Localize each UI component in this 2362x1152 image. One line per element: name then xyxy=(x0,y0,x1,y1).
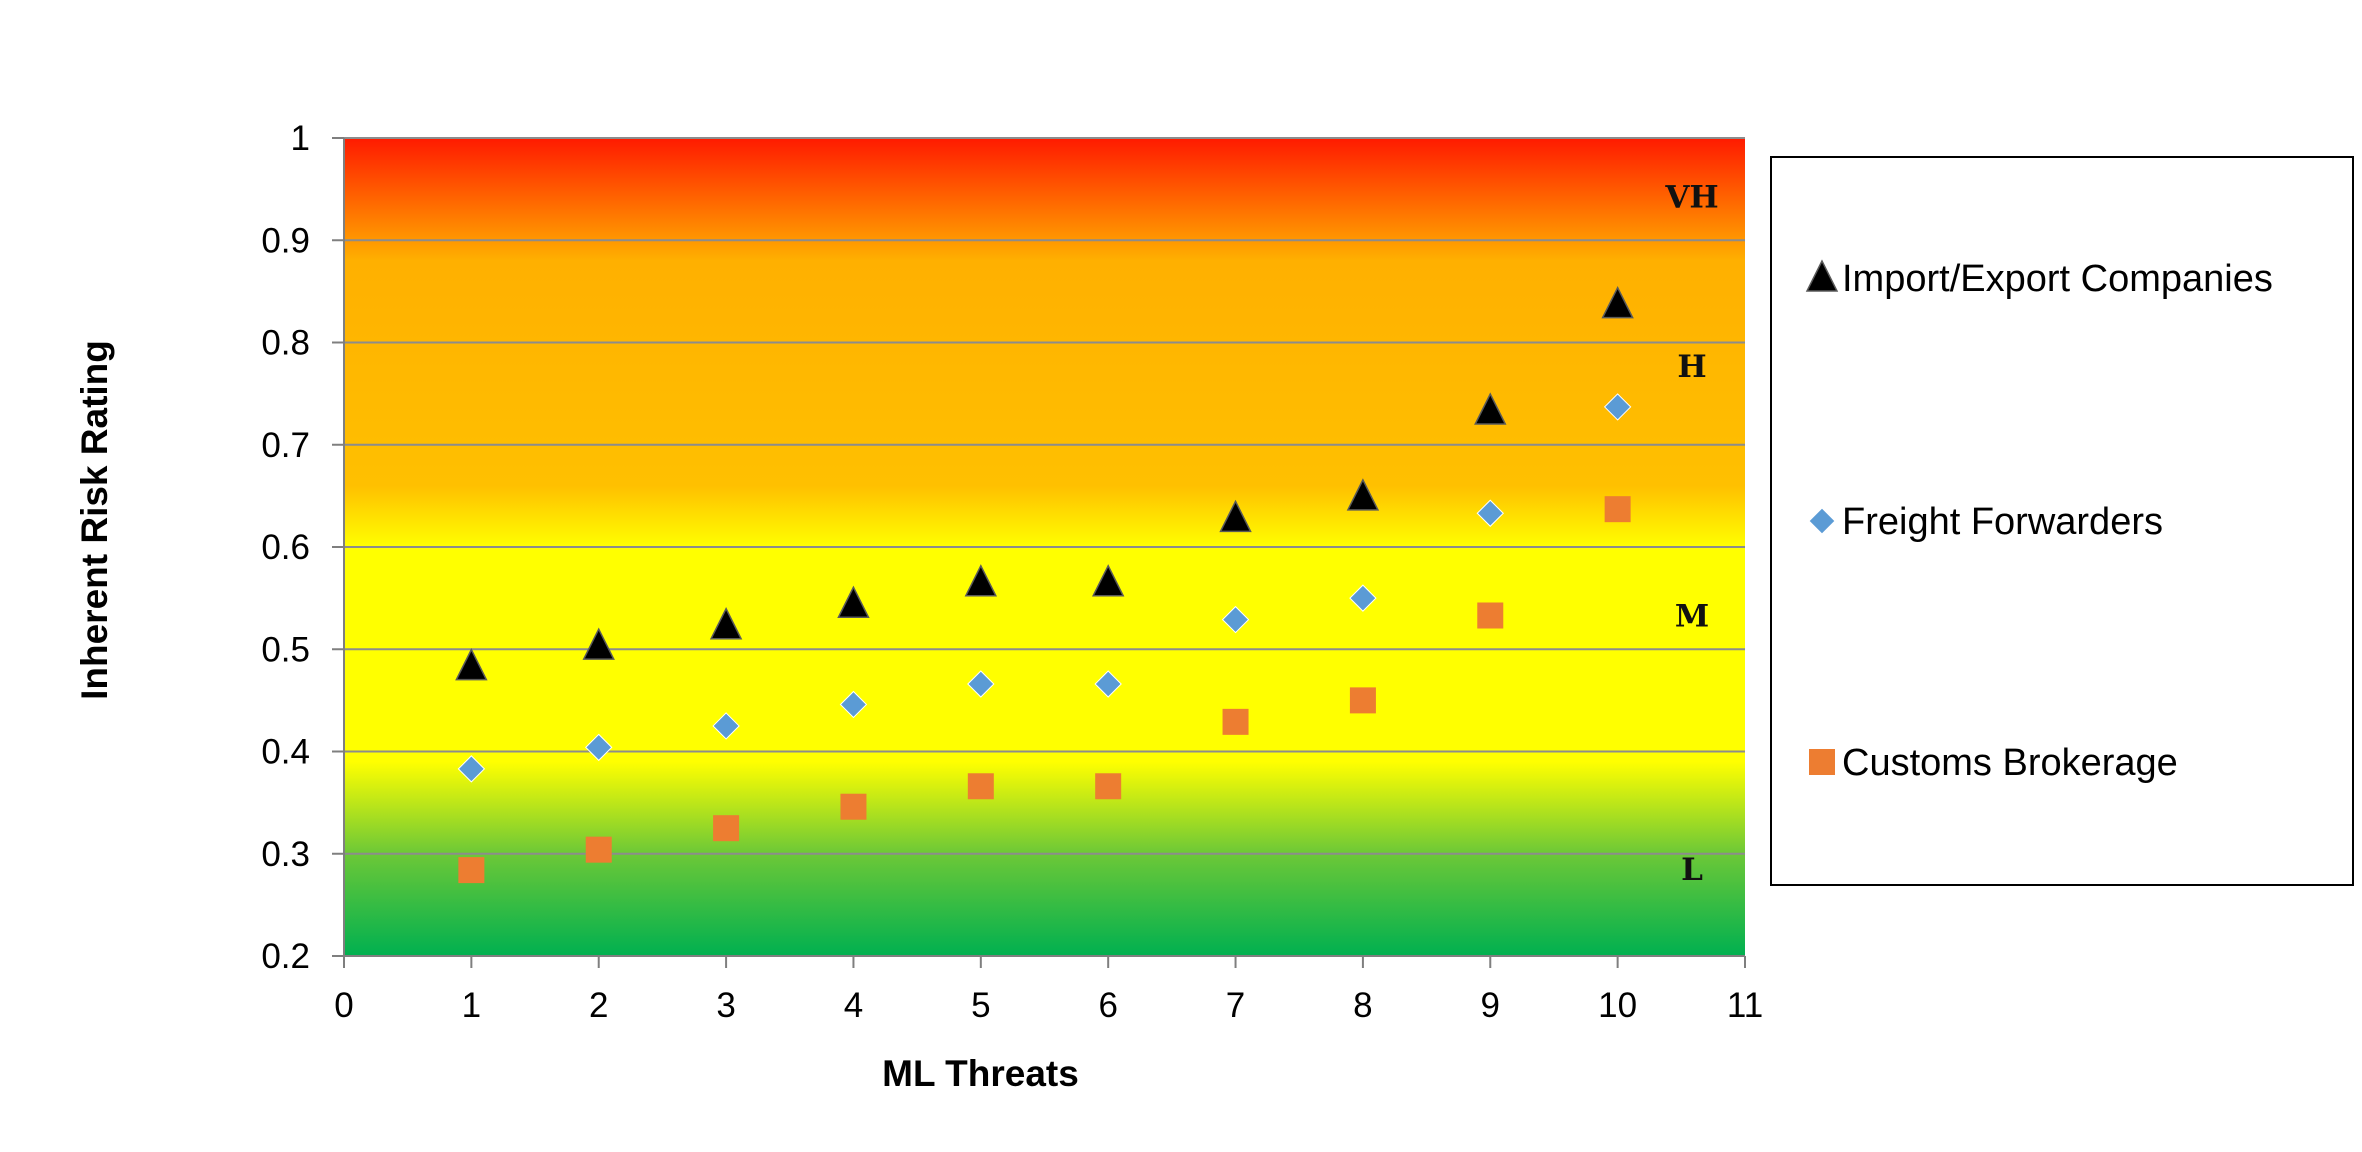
data-point xyxy=(585,733,613,762)
data-point xyxy=(967,670,995,698)
legend: Import/Export Companies Freight Forwarder… xyxy=(1770,156,2354,886)
x-tick-label: 6 xyxy=(1098,986,1117,1025)
x-tick-labels: 0 1 2 3 4 5 6 7 8 9 10 11 xyxy=(334,956,1763,1025)
data-point xyxy=(1474,392,1507,425)
data-point xyxy=(1095,773,1122,800)
data-point xyxy=(582,627,615,660)
x-tick-label: 11 xyxy=(1727,986,1763,1025)
data-point xyxy=(967,773,994,800)
data-point xyxy=(585,836,612,863)
legend-label: Customs Brokerage xyxy=(1842,742,2178,784)
x-tick-label: 3 xyxy=(716,986,735,1025)
x-tick-label: 9 xyxy=(1481,986,1500,1025)
data-point xyxy=(840,793,867,820)
gridlines xyxy=(344,137,1745,855)
data-point xyxy=(1601,285,1634,319)
legend-box xyxy=(1770,156,2354,886)
y-tick-label: 0.9 xyxy=(261,221,310,260)
legend-label: Freight Forwarders xyxy=(1842,501,2163,543)
data-point xyxy=(713,815,740,842)
data-point xyxy=(839,690,868,719)
x-tick-label: 4 xyxy=(844,986,863,1025)
y-tick-label: 0.4 xyxy=(261,733,310,772)
legend-item: Freight Forwarders xyxy=(1808,501,2163,543)
zone-labels: VH H M L xyxy=(1664,179,1718,888)
data-point xyxy=(1349,687,1376,714)
legend-items: Import/Export Companies Freight Forwarder… xyxy=(1805,258,2273,784)
y-axis-title: Inherent Risk Rating xyxy=(74,340,115,700)
data-point xyxy=(1476,499,1504,527)
y-tick-label: 0.6 xyxy=(261,528,310,567)
data-point xyxy=(457,755,486,783)
data-point xyxy=(1094,670,1122,698)
data-point xyxy=(455,647,488,681)
x-tick-label: 0 xyxy=(334,986,353,1025)
data-point xyxy=(837,585,870,619)
y-tick-label: 0.2 xyxy=(261,937,310,976)
y-tick-label: 0.7 xyxy=(261,426,310,465)
data-point xyxy=(1219,499,1252,533)
zone-label: H xyxy=(1677,349,1706,385)
zone-label: L xyxy=(1681,852,1703,888)
y-tick-label: 1 xyxy=(291,119,310,158)
data-point xyxy=(1346,478,1380,511)
zone-label: M xyxy=(1675,599,1709,635)
x-axis-title: ML Threats xyxy=(882,1053,1079,1094)
data-point xyxy=(1604,496,1631,523)
series-triangle xyxy=(455,285,1634,681)
series-square xyxy=(458,496,1631,884)
legend-marker xyxy=(1808,507,1836,535)
x-tick-label: 5 xyxy=(971,986,990,1025)
data-point xyxy=(712,712,740,740)
x-tick-label: 1 xyxy=(462,986,481,1025)
x-tick-label: 8 xyxy=(1353,986,1372,1025)
y-tick-labels: 0.2 0.3 0.4 0.5 0.6 0.7 0.8 0.9 1 xyxy=(261,119,344,976)
x-tick-label: 2 xyxy=(589,986,608,1025)
y-tick-label: 0.5 xyxy=(261,630,310,669)
legend-marker xyxy=(1805,259,1839,292)
legend-label: Import/Export Companies xyxy=(1842,258,2273,300)
data-point xyxy=(1221,605,1250,634)
y-tick-label: 0.3 xyxy=(261,835,310,874)
series-diamond xyxy=(457,393,1632,783)
data-point xyxy=(458,857,485,884)
legend-item: Import/Export Companies xyxy=(1805,258,2273,300)
legend-item: Customs Brokerage xyxy=(1809,742,2178,784)
data-point xyxy=(964,564,998,597)
data-point xyxy=(709,607,743,640)
data-point xyxy=(1091,564,1125,597)
legend-marker xyxy=(1809,749,1835,775)
zone-label: VH xyxy=(1664,179,1718,215)
data-point xyxy=(1222,708,1249,735)
data-point xyxy=(1603,393,1632,421)
data-points xyxy=(455,285,1634,884)
x-tick-label: 7 xyxy=(1226,986,1245,1025)
y-tick-label: 0.8 xyxy=(261,324,310,363)
x-tick-label: 10 xyxy=(1598,986,1637,1025)
data-point xyxy=(1477,602,1504,629)
data-point xyxy=(1349,584,1377,612)
